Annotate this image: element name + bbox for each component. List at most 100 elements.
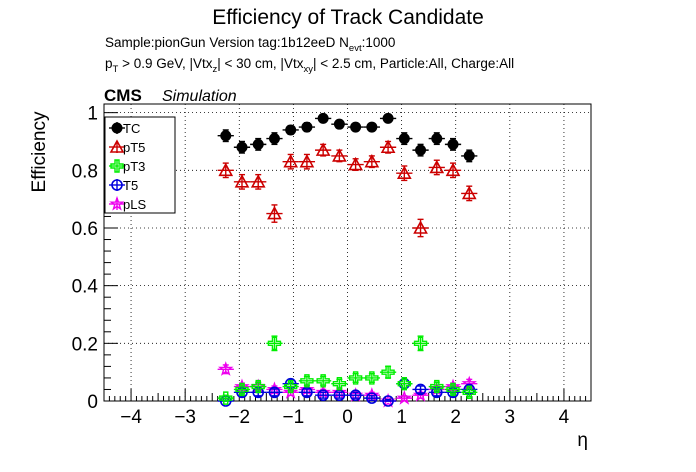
legend-label-TC: TC (123, 121, 140, 136)
sample-info-main: Sample:pionGun Version tag:1b12eeD N (105, 35, 349, 50)
data-point (430, 379, 444, 394)
y-tick-label: 0.8 (72, 161, 98, 182)
data-point (219, 391, 233, 405)
cuts-part: | < 30 cm, |Vtx (217, 56, 303, 71)
legend-marker-pLS (109, 195, 125, 211)
data-point (332, 376, 347, 391)
data-point (366, 121, 378, 133)
cuts-part: p (105, 56, 113, 71)
data-point (414, 383, 427, 396)
data-point (382, 395, 394, 407)
data-point (350, 121, 362, 133)
y-axis-label: Efficiency (29, 111, 50, 192)
data-point (332, 148, 347, 162)
data-point (364, 153, 380, 168)
data-point (315, 142, 331, 156)
legend-label-pT3: pT3 (123, 159, 145, 174)
data-point (349, 389, 362, 402)
data-point (285, 124, 297, 136)
cms-label: CMS (104, 86, 142, 105)
data-point (317, 389, 329, 402)
series-TC (217, 112, 478, 163)
y-tick-label: 0.4 (72, 277, 99, 298)
legend-label-T5: T5 (123, 178, 138, 193)
legend-marker-TC (111, 122, 123, 134)
data-point (348, 371, 363, 385)
data-point (396, 165, 412, 180)
data-point (446, 382, 460, 397)
legend-marker-T5 (111, 179, 123, 191)
x-tick-label: 3 (505, 407, 516, 428)
axes: −4 −3 −2 −1 0 1 2 3 4 0 0.2 0.4 0.6 0.8 1 (72, 104, 592, 428)
data-point (461, 185, 477, 200)
cuts-part: z (213, 64, 218, 75)
data-point (236, 141, 248, 153)
data-point (397, 376, 412, 391)
data-point (415, 144, 427, 156)
chart-title: Efficiency of Track Candidate (212, 6, 484, 29)
data-point (333, 118, 345, 130)
data-point (283, 153, 299, 168)
data-point (251, 379, 265, 394)
y-tick-label: 0.2 (72, 334, 98, 355)
series-pT5 (217, 139, 478, 238)
x-tick-label: 4 (559, 407, 570, 428)
x-tick-label: −4 (120, 407, 142, 428)
data-point (235, 382, 249, 397)
x-tick-label: −1 (283, 407, 305, 428)
series-pT3 (217, 335, 478, 405)
x-tick-label: 1 (396, 407, 407, 428)
data-point (463, 150, 475, 162)
x-tick-label: −3 (174, 407, 196, 428)
y-tick-label: 0.6 (72, 219, 98, 240)
data-point (380, 139, 396, 154)
data-point (268, 133, 280, 145)
cuts-part: | < 2.5 cm, Particle:All, Charge:All (313, 56, 514, 71)
x-tick-label: 0 (342, 407, 353, 428)
data-point (366, 392, 378, 404)
x-tick-label: 2 (450, 407, 461, 428)
data-point (268, 386, 281, 399)
data-point (429, 159, 445, 174)
data-point (300, 374, 314, 388)
data-point (348, 156, 363, 171)
data-point (267, 336, 282, 351)
grid-lines (104, 104, 591, 401)
data-point (299, 153, 315, 168)
data-point (398, 133, 410, 145)
data-point (283, 379, 298, 394)
legend-label-pLS: pLS (123, 197, 146, 212)
data-point (317, 112, 329, 124)
data-point (413, 336, 428, 351)
data-point (218, 162, 234, 177)
cuts-part: > 0.9 GeV, |Vtx (118, 56, 212, 71)
y-tick-label: 0 (87, 392, 98, 413)
cuts-part: T (113, 64, 119, 75)
legend: TC pT5 pT3 T5 pLS (104, 116, 176, 214)
data-point (301, 121, 313, 133)
data-point (431, 133, 443, 145)
sample-info: Sample:pionGun Version tag:1b12eeD Nevt:… (105, 35, 395, 54)
cuts-part: xy (303, 64, 313, 75)
data-point (413, 220, 428, 234)
data-point (447, 138, 459, 150)
data-point (267, 205, 282, 220)
data-point (316, 374, 330, 388)
data-point (250, 174, 266, 188)
legend-label-pT5: pT5 (123, 140, 145, 155)
selection-cuts: pT > 0.9 GeV, |Vtxz| < 30 cm, |Vtxxy| < … (105, 56, 514, 75)
simulation-label: Simulation (162, 88, 237, 105)
data-point (282, 384, 299, 399)
y-tick-label: 1 (87, 104, 98, 125)
data-point (396, 389, 413, 405)
legend-marker-pT3 (110, 159, 124, 173)
data-point (382, 112, 394, 124)
data-point (218, 361, 234, 376)
legend-marker-pT5 (109, 139, 125, 153)
data-point (445, 162, 461, 177)
sample-info-sub: evt (349, 43, 362, 54)
data-point (220, 130, 232, 142)
data-series (217, 112, 478, 408)
sample-info-count: :1000 (362, 35, 396, 50)
